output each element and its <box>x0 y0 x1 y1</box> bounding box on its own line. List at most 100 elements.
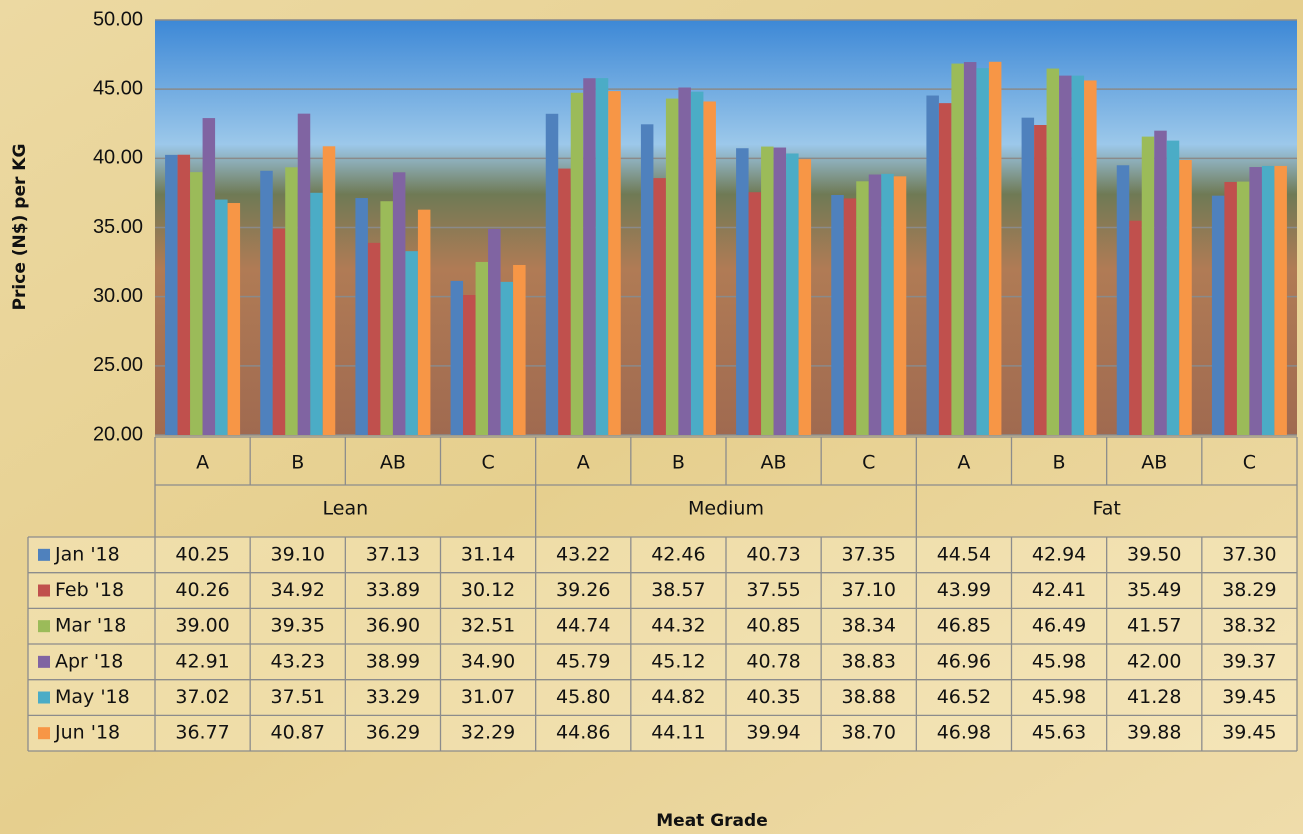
bar <box>451 281 464 435</box>
bar <box>323 146 336 435</box>
table-value: 40.87 <box>271 722 325 744</box>
table-value: 38.70 <box>842 722 896 744</box>
bar <box>1142 137 1155 435</box>
group-label: Fat <box>1093 498 1121 520</box>
bar <box>310 193 323 435</box>
bar <box>831 195 844 435</box>
y-tick-label: 50.00 <box>93 8 143 30</box>
bar <box>641 124 654 435</box>
legend-label: May '18 <box>55 686 130 708</box>
bar <box>939 103 952 435</box>
table-value: 38.29 <box>1222 579 1276 601</box>
y-axis-title: Price (N$) per KG <box>10 144 30 311</box>
bar <box>1249 167 1262 435</box>
legend-label: Jan '18 <box>54 543 120 565</box>
bar <box>393 172 406 435</box>
bar <box>1224 182 1237 435</box>
bar <box>881 174 894 435</box>
bar <box>380 201 393 435</box>
bar <box>964 62 977 435</box>
legend-swatch <box>38 692 50 704</box>
table-value: 43.22 <box>556 543 610 565</box>
table-value: 40.78 <box>746 650 800 672</box>
bar <box>1274 166 1287 435</box>
table-value: 42.91 <box>175 650 229 672</box>
table-value: 43.23 <box>271 650 325 672</box>
table-value: 38.83 <box>842 650 896 672</box>
bar <box>546 114 559 435</box>
bar <box>1212 196 1225 435</box>
category-label: AB <box>1141 452 1167 474</box>
bar <box>653 178 666 435</box>
table-value: 37.13 <box>366 543 420 565</box>
y-tick-label: 30.00 <box>93 285 143 307</box>
table-value: 46.52 <box>937 686 991 708</box>
table-value: 43.99 <box>937 579 991 601</box>
bar <box>976 68 989 435</box>
bar <box>178 155 191 435</box>
table-value: 45.98 <box>1032 650 1086 672</box>
bar <box>501 282 514 435</box>
table-value: 37.10 <box>842 579 896 601</box>
bar <box>856 181 869 435</box>
bar <box>666 99 679 435</box>
table-value: 39.00 <box>175 615 229 637</box>
legend-label: Apr '18 <box>55 650 123 672</box>
table-value: 39.37 <box>1222 650 1276 672</box>
bar <box>418 210 431 435</box>
bar <box>513 265 526 435</box>
table-value: 36.90 <box>366 615 420 637</box>
bar <box>273 229 286 435</box>
bar <box>260 171 273 435</box>
table-value: 42.94 <box>1032 543 1086 565</box>
table-value: 33.29 <box>366 686 420 708</box>
bar <box>799 159 812 435</box>
category-label: B <box>672 452 685 474</box>
table-value: 44.74 <box>556 615 610 637</box>
legend-swatch <box>38 549 50 561</box>
bar <box>463 295 476 435</box>
legend-label: Jun '18 <box>54 722 120 744</box>
table-value: 37.55 <box>746 579 800 601</box>
table-value: 37.02 <box>175 686 229 708</box>
legend-label: Feb '18 <box>55 579 124 601</box>
table-value: 40.25 <box>175 543 229 565</box>
bar <box>1034 125 1047 435</box>
category-label: AB <box>380 452 406 474</box>
legend-swatch <box>38 727 50 739</box>
table-value: 41.57 <box>1127 615 1181 637</box>
table-value: 45.63 <box>1032 722 1086 744</box>
bar <box>786 153 799 435</box>
bar <box>1167 141 1180 435</box>
table-value: 39.94 <box>746 722 800 744</box>
table-value: 39.45 <box>1222 722 1276 744</box>
bar <box>596 78 609 435</box>
table-value: 34.92 <box>271 579 325 601</box>
bar <box>203 118 216 435</box>
y-tick-label: 20.00 <box>93 423 143 445</box>
y-tick-label: 35.00 <box>93 216 143 238</box>
table-value: 42.00 <box>1127 650 1181 672</box>
y-tick-label: 25.00 <box>93 354 143 376</box>
table-value: 42.41 <box>1032 579 1086 601</box>
table-value: 46.96 <box>937 650 991 672</box>
table-value: 38.88 <box>842 686 896 708</box>
category-label: A <box>577 452 590 474</box>
table-value: 31.07 <box>461 686 515 708</box>
x-axis-title: Meat Grade <box>656 811 767 831</box>
table-value: 44.86 <box>556 722 610 744</box>
bar <box>215 200 228 435</box>
bar <box>488 229 501 435</box>
table-value: 46.49 <box>1032 615 1086 637</box>
table-value: 45.80 <box>556 686 610 708</box>
category-label: B <box>291 452 304 474</box>
bar <box>1262 166 1275 435</box>
table-value: 44.11 <box>651 722 705 744</box>
table-value: 37.51 <box>271 686 325 708</box>
table-value: 40.26 <box>175 579 229 601</box>
table-value: 37.35 <box>842 543 896 565</box>
table-value: 39.10 <box>271 543 325 565</box>
legend-swatch <box>38 656 50 668</box>
category-label: A <box>957 452 970 474</box>
table-value: 45.79 <box>556 650 610 672</box>
